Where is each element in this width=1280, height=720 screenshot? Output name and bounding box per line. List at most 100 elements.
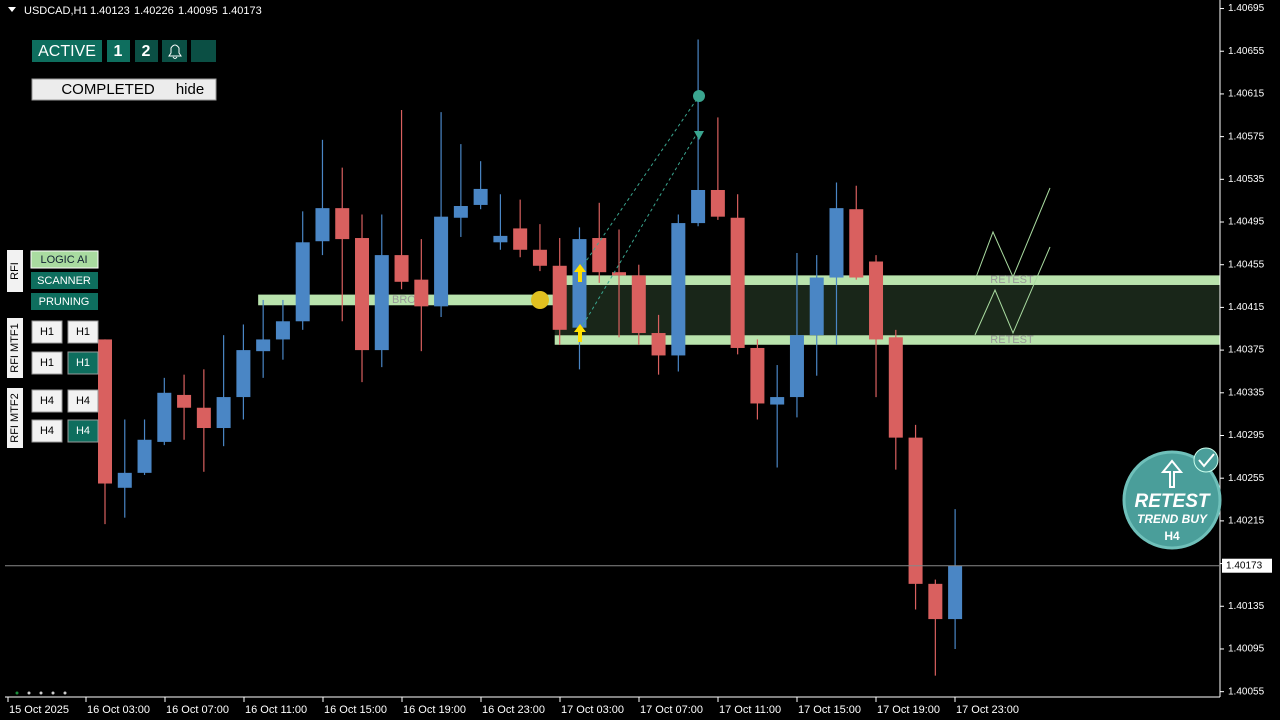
candle-body [295,242,310,322]
candle-body [829,208,844,278]
candle-body [216,397,231,429]
y-tick-label: 1.40655 [1228,46,1265,57]
x-tick-label: 17 Oct 15:00 [798,704,861,716]
scanner-label: SCANNER [37,275,91,287]
mtf-button[interactable] [67,320,99,344]
badge-arrow [1160,459,1184,488]
x-tick-label: 16 Oct 19:00 [403,704,466,716]
x-tick-label: 16 Oct 15:00 [324,704,387,716]
ohlc-close: 1.40173 [222,5,262,17]
x-tick-label: 16 Oct 23:00 [482,704,545,716]
candle-body [394,255,409,282]
y-tick-label: 1.40535 [1228,174,1265,185]
mtf-button-label: H4 [40,395,54,407]
active-label: ACTIVE [38,43,96,60]
candle-body [374,255,389,351]
x-tick-label: 16 Oct 03:00 [87,704,150,716]
projection-line [579,95,700,271]
candle-body [414,279,429,307]
side-label-box [7,250,23,292]
candle-body [315,208,330,242]
ohlc-high: 1.40226 [134,5,174,17]
candle-body [612,272,627,276]
side-label: RFI [9,262,21,280]
mtf-button[interactable] [67,389,99,413]
mtf-button[interactable] [31,320,63,344]
candle-body [730,217,745,348]
mtf-button[interactable] [31,419,63,443]
zone-fill [554,284,1220,336]
y-tick-label: 1.40695 [1228,3,1265,14]
y-tick-label: 1.40415 [1228,302,1265,313]
candle-body [869,261,884,340]
blank-button[interactable] [191,40,216,62]
candle-body [98,339,112,484]
zone-label: RETEST [990,334,1034,346]
candle-body [572,239,587,328]
x-tick-label: 17 Oct 11:00 [719,704,781,716]
y-tick-label: 1.40215 [1228,516,1265,527]
candle-body [196,407,211,429]
pruning-label: PRUNING [39,296,90,308]
x-tick-label: 16 Oct 07:00 [166,704,229,716]
logic-ai-label: LOGIC AI [40,254,87,266]
side-label: RFI MTF1 [9,323,21,373]
candle-body [137,439,152,473]
mtf-button[interactable] [31,389,63,413]
y-tick-label: 1.40495 [1228,217,1265,228]
candle-body [651,333,666,356]
completed-label: COMPLETED [61,81,155,98]
candle-body [513,228,528,250]
plot-area: BRO RETEST RETEST [98,39,1220,676]
symbol: USDCAD,H1 [24,5,88,17]
candle-body [671,223,686,356]
y-tick-label: 1.40375 [1228,345,1265,356]
pruning-button[interactable] [31,293,98,310]
hide-button[interactable]: hide [176,81,204,98]
x-tick-label: 16 Oct 11:00 [245,704,307,716]
badge-check-bg [1193,447,1219,473]
y-tick-label: 1.40575 [1228,131,1265,142]
target-marker [693,90,705,102]
candle-body [157,392,172,442]
candle-body [809,277,824,336]
candle-body [631,275,646,334]
zigzag [974,187,1051,281]
candle-body [177,394,192,408]
side-label: RFI MTF2 [9,393,21,443]
logic-ai-button[interactable] [30,250,99,269]
side-label-box [7,318,23,378]
target-marker [694,131,704,140]
candle-body [473,188,488,205]
buy-arrow [574,324,586,342]
mtf-button-label: H4 [76,395,90,407]
candle-body [770,397,785,405]
candle-body [493,235,508,243]
zone-label: BRO [392,294,416,306]
badge-timeframe: H4 [1164,529,1180,543]
ohlc-open: 1.40123 [90,5,130,17]
menu-icon[interactable] [8,7,16,12]
x-tick-label: 15 Oct 2025 [9,704,69,716]
badge-title: RETEST [1135,491,1211,512]
candle-body [532,249,547,266]
active-button[interactable] [32,40,102,62]
candle-body [592,238,607,273]
candle-body [948,565,963,620]
bell-icon [168,44,182,59]
x-tick-label: 17 Oct 23:00 [956,704,1019,716]
status-dots [15,691,67,695]
tab-2[interactable] [135,40,158,62]
mtf-button[interactable] [67,419,99,443]
y-tick-label: 1.40335 [1228,387,1265,398]
tab-1[interactable] [107,40,130,62]
scanner-button[interactable] [31,272,98,289]
mtf-button[interactable] [67,351,99,375]
badge-subtitle: TREND BUY [1137,512,1208,526]
mtf-button[interactable] [31,351,63,375]
y-tick-label: 1.40055 [1228,686,1265,697]
price-tag-label: 1.40173 [1226,560,1263,571]
y-tick-label: 1.40295 [1228,430,1265,441]
